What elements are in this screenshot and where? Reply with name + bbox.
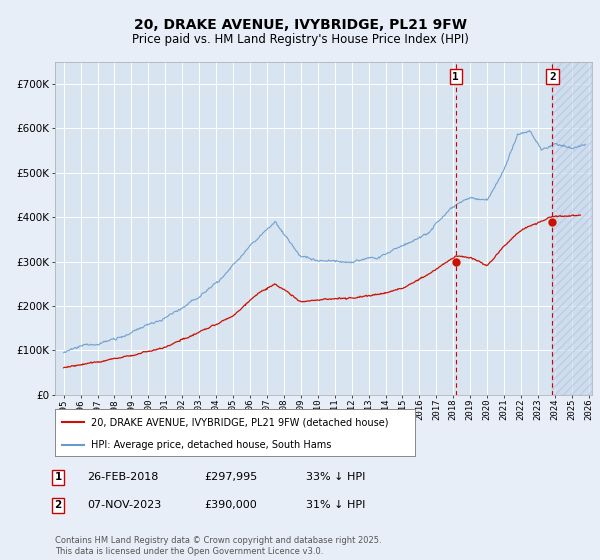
- Text: 33% ↓ HPI: 33% ↓ HPI: [306, 472, 365, 482]
- Text: 26-FEB-2018: 26-FEB-2018: [87, 472, 158, 482]
- Text: 31% ↓ HPI: 31% ↓ HPI: [306, 500, 365, 510]
- Text: 2: 2: [55, 500, 62, 510]
- Text: 20, DRAKE AVENUE, IVYBRIDGE, PL21 9FW (detached house): 20, DRAKE AVENUE, IVYBRIDGE, PL21 9FW (d…: [91, 417, 389, 427]
- Text: 07-NOV-2023: 07-NOV-2023: [87, 500, 161, 510]
- Bar: [553, 62, 592, 395]
- Text: 1: 1: [452, 72, 459, 82]
- Text: HPI: Average price, detached house, South Hams: HPI: Average price, detached house, Sout…: [91, 440, 332, 450]
- Text: Price paid vs. HM Land Registry's House Price Index (HPI): Price paid vs. HM Land Registry's House …: [131, 32, 469, 46]
- Text: 2: 2: [549, 72, 556, 82]
- Text: 20, DRAKE AVENUE, IVYBRIDGE, PL21 9FW: 20, DRAKE AVENUE, IVYBRIDGE, PL21 9FW: [133, 17, 467, 31]
- Text: Contains HM Land Registry data © Crown copyright and database right 2025.
This d: Contains HM Land Registry data © Crown c…: [55, 536, 382, 556]
- Text: 1: 1: [55, 472, 62, 482]
- Text: £297,995: £297,995: [204, 472, 257, 482]
- Text: £390,000: £390,000: [204, 500, 257, 510]
